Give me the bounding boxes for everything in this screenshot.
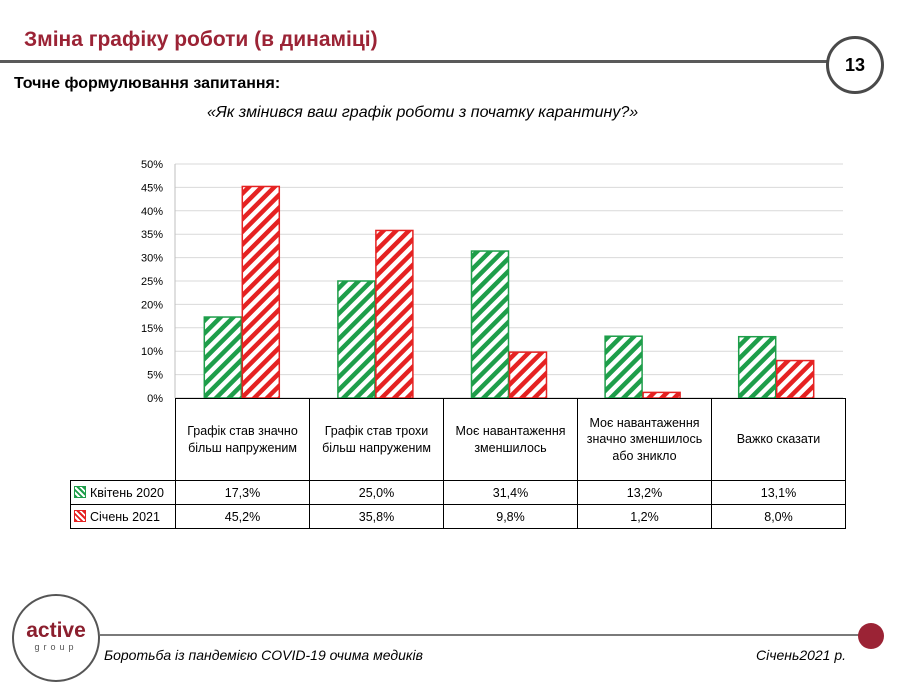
footer-date: Січень2021 р. [756, 647, 847, 663]
bar-january-2021 [241, 185, 281, 399]
legend-entry-january-2021: Січень 2021 [70, 504, 176, 529]
bar-january-2021 [375, 229, 414, 399]
header-divider [0, 60, 838, 63]
bar-april-2020 [470, 250, 510, 399]
series-row-january-2021: Січень 2021 45,2% 35,8% 9,8% 1,2% 8,0% [70, 504, 846, 529]
y-tick-label: 45% [141, 182, 163, 194]
bar-april-2020 [337, 280, 376, 399]
y-tick-label: 50% [141, 159, 163, 171]
category-cell: Графік став трохи більш напруженим [309, 398, 444, 481]
active-group-logo: active group [12, 594, 100, 682]
value-cell: 25,0% [309, 480, 444, 505]
value-cell: 35,8% [309, 504, 444, 529]
y-tick-label: 25% [141, 276, 163, 288]
category-cell: Важко сказати [711, 398, 846, 481]
red-hatch-swatch-icon [74, 509, 86, 522]
value-cell: 1,2% [577, 504, 712, 529]
value-cell: 17,3% [175, 480, 310, 505]
y-tick-label: 5% [147, 370, 163, 382]
value-cell: 31,4% [443, 480, 578, 505]
y-tick-label: 35% [141, 229, 163, 241]
bar-april-2020 [203, 316, 243, 399]
page-title: Зміна графіку роботи (в динаміці) [24, 28, 378, 51]
table-corner [71, 399, 176, 481]
series-row-april-2020: Квітень 2020 17,3% 25,0% 31,4% 13,2% 13,… [70, 480, 846, 505]
legend-entry-april-2020: Квітень 2020 [70, 480, 176, 505]
y-tick-label: 15% [141, 323, 163, 335]
category-cell: Моє навантаження зменшилось [443, 398, 578, 481]
y-tick-label: 30% [141, 253, 163, 265]
value-cell: 13,2% [577, 480, 712, 505]
legend-label: Січень 2021 [90, 509, 160, 524]
y-tick-label: 40% [141, 206, 163, 218]
chart-data-table: Графік став значно більш напруженим Граф… [70, 398, 846, 529]
y-tick-label: 0% [147, 393, 163, 405]
value-cell: 13,1% [711, 480, 846, 505]
y-tick-label: 20% [141, 299, 163, 311]
logo-wordmark: active [26, 619, 86, 642]
page-number-badge: 13 [826, 36, 884, 94]
value-cell: 45,2% [175, 504, 310, 529]
category-cell: Графік став значно більш напруженим [175, 398, 310, 481]
logo-subtext: group [34, 642, 78, 652]
footer-caption: Боротьба із пандемією COVID-19 очима мед… [104, 647, 423, 663]
green-hatch-swatch-icon [74, 485, 86, 498]
bar-january-2021 [775, 359, 815, 399]
category-row: Графік став значно більш напруженим Граф… [71, 398, 846, 481]
footer-divider [100, 634, 862, 636]
y-tick-label: 10% [141, 346, 163, 358]
question-label: Точне формулювання запитання: [14, 75, 281, 92]
bar-chart: 0% 5% 10% 15% 20% 25% 30% 35% 40% 45% 50% [141, 159, 843, 405]
legend-label: Квітень 2020 [90, 485, 164, 500]
value-cell: 8,0% [711, 504, 846, 529]
question-text: «Як змінився ваш графік роботи з початку… [207, 104, 639, 121]
value-cell: 9,8% [443, 504, 578, 529]
category-cell: Моє навантаження значно зменшилось або з… [577, 398, 712, 481]
bar-april-2020 [604, 335, 643, 399]
footer-dot-icon [858, 623, 884, 649]
bar-january-2021 [508, 351, 548, 399]
bar-april-2020 [737, 335, 777, 399]
